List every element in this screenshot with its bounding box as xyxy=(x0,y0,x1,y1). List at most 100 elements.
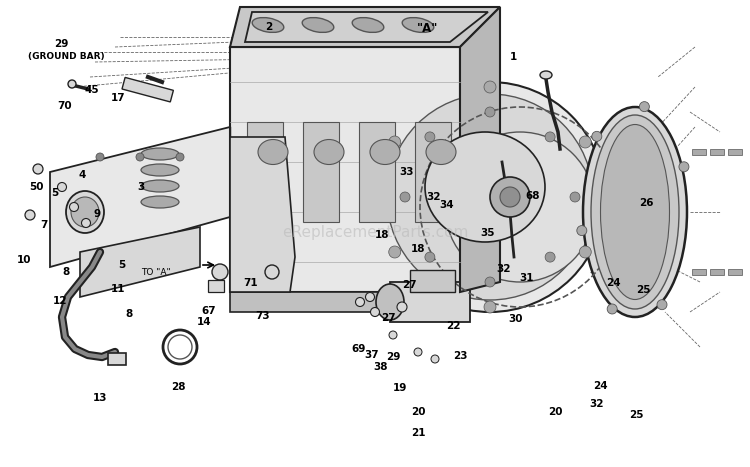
Bar xyxy=(359,122,395,222)
Text: 35: 35 xyxy=(480,228,495,239)
Polygon shape xyxy=(230,47,460,292)
Ellipse shape xyxy=(141,164,179,176)
Text: 1: 1 xyxy=(510,52,518,62)
Bar xyxy=(728,149,742,155)
Circle shape xyxy=(414,348,422,356)
Text: 12: 12 xyxy=(53,296,68,306)
Ellipse shape xyxy=(302,18,334,32)
Ellipse shape xyxy=(141,148,179,160)
Ellipse shape xyxy=(141,180,179,192)
Circle shape xyxy=(484,301,496,313)
Circle shape xyxy=(400,192,410,202)
Circle shape xyxy=(389,331,397,339)
Ellipse shape xyxy=(252,18,284,32)
Circle shape xyxy=(212,264,228,280)
Text: 24: 24 xyxy=(592,381,608,391)
Circle shape xyxy=(136,153,144,161)
Circle shape xyxy=(58,183,67,191)
Polygon shape xyxy=(230,137,295,292)
Text: 27: 27 xyxy=(381,312,396,323)
Circle shape xyxy=(387,94,593,300)
Polygon shape xyxy=(50,127,230,267)
Text: 20: 20 xyxy=(411,407,426,417)
Ellipse shape xyxy=(591,115,679,309)
Text: 68: 68 xyxy=(525,191,540,201)
Bar xyxy=(208,280,224,292)
Text: 14: 14 xyxy=(196,317,211,327)
Text: 33: 33 xyxy=(399,167,414,177)
Circle shape xyxy=(356,297,364,306)
Circle shape xyxy=(640,102,650,112)
Text: 2: 2 xyxy=(265,21,272,32)
Ellipse shape xyxy=(141,196,179,208)
Bar xyxy=(415,122,451,222)
Text: 8: 8 xyxy=(62,267,70,277)
Text: 25: 25 xyxy=(636,285,651,296)
Text: 34: 34 xyxy=(440,199,454,210)
Bar xyxy=(728,269,742,275)
Text: 5: 5 xyxy=(51,188,58,198)
Circle shape xyxy=(265,265,279,279)
Bar xyxy=(247,122,283,222)
Circle shape xyxy=(577,226,586,235)
Circle shape xyxy=(579,246,591,258)
Text: 45: 45 xyxy=(84,85,99,95)
Text: "A": "A" xyxy=(417,21,438,35)
Circle shape xyxy=(68,80,76,88)
Text: 18: 18 xyxy=(375,230,390,241)
Text: 29: 29 xyxy=(54,39,68,49)
Text: 22: 22 xyxy=(446,321,460,331)
Ellipse shape xyxy=(426,140,456,164)
Text: 13: 13 xyxy=(92,393,107,403)
Text: 70: 70 xyxy=(57,101,72,112)
Circle shape xyxy=(490,177,530,217)
Bar xyxy=(710,149,724,155)
Text: 37: 37 xyxy=(364,350,379,360)
Circle shape xyxy=(388,136,400,148)
Circle shape xyxy=(176,153,184,161)
Ellipse shape xyxy=(583,107,687,317)
Text: (GROUND BAR): (GROUND BAR) xyxy=(28,52,105,62)
Text: 29: 29 xyxy=(386,352,400,362)
Text: 28: 28 xyxy=(171,382,186,392)
Circle shape xyxy=(608,304,617,314)
Polygon shape xyxy=(80,227,200,297)
Text: 8: 8 xyxy=(125,309,133,319)
Text: 21: 21 xyxy=(411,428,426,439)
Text: 3: 3 xyxy=(137,182,145,192)
Circle shape xyxy=(500,187,520,207)
Text: 69: 69 xyxy=(351,344,366,354)
Circle shape xyxy=(375,82,605,312)
Text: 31: 31 xyxy=(519,273,534,283)
Ellipse shape xyxy=(66,191,104,233)
Circle shape xyxy=(445,132,595,282)
Circle shape xyxy=(425,252,435,262)
Text: 32: 32 xyxy=(426,192,441,202)
Circle shape xyxy=(82,219,91,227)
Text: 17: 17 xyxy=(111,93,126,103)
Bar xyxy=(410,270,455,292)
Text: 7: 7 xyxy=(40,220,47,230)
Circle shape xyxy=(96,153,104,161)
Ellipse shape xyxy=(425,132,545,242)
Text: 5: 5 xyxy=(118,260,125,270)
Bar xyxy=(122,78,173,102)
Text: 71: 71 xyxy=(243,278,258,288)
Bar xyxy=(710,269,724,275)
Text: 50: 50 xyxy=(28,182,44,192)
Bar xyxy=(303,122,339,222)
Ellipse shape xyxy=(376,284,404,320)
Circle shape xyxy=(657,300,667,310)
Ellipse shape xyxy=(370,140,400,164)
Text: 24: 24 xyxy=(606,278,621,288)
Circle shape xyxy=(579,136,591,148)
Text: 27: 27 xyxy=(402,280,417,290)
Text: 11: 11 xyxy=(111,283,126,294)
Circle shape xyxy=(545,252,555,262)
Circle shape xyxy=(592,131,602,142)
Circle shape xyxy=(33,164,43,174)
Text: 18: 18 xyxy=(411,244,426,255)
Text: 4: 4 xyxy=(79,170,86,180)
Bar xyxy=(692,269,706,275)
Bar xyxy=(692,149,706,155)
